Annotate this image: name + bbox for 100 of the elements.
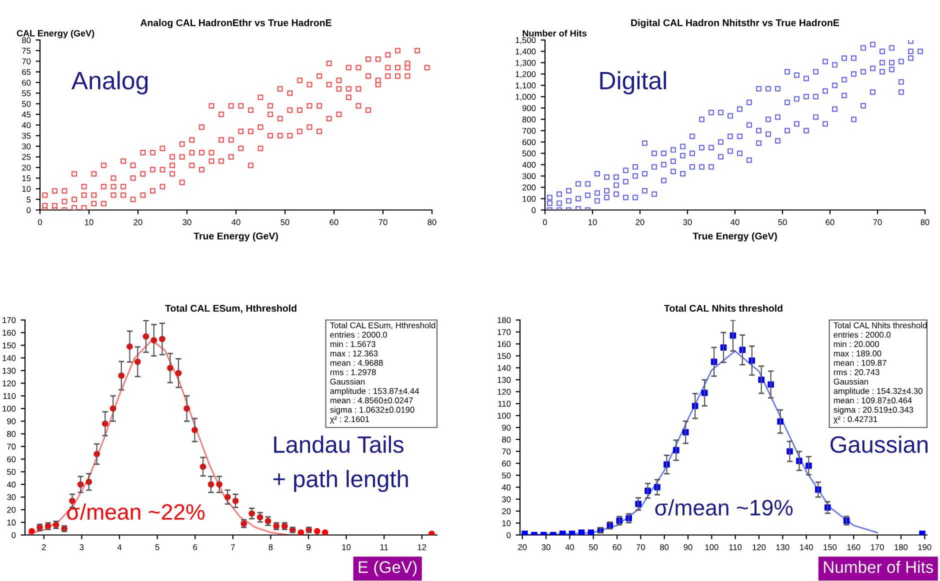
y-tick-label: 45 <box>22 112 31 118</box>
y-tick-label: 60 <box>22 80 31 86</box>
y-tick-label: 40 <box>22 122 31 128</box>
chart-title: Digital CAL Hadron Nhitsthr vs True HadronE <box>631 19 840 28</box>
y-tick-label: 140 <box>2 355 16 362</box>
y-tick-label: 60 <box>502 460 511 466</box>
annotation: σ/mean ~22% <box>67 504 205 520</box>
y-tick-label: 130 <box>498 376 511 383</box>
x-tick-label: 30 <box>542 544 550 550</box>
x-tick-label: 50 <box>280 219 290 226</box>
y-tick-label: 1,100 <box>516 82 536 90</box>
annotation: amplitude : 153.87±4.44 <box>330 388 419 396</box>
y-tick-label: 60 <box>7 456 16 462</box>
y-tick-label: 50 <box>502 472 511 478</box>
x-tick-label: 40 <box>565 544 574 550</box>
y-axis-title: CAL Energy (GeV) <box>16 30 94 38</box>
y-tick-label: 25 <box>22 154 31 160</box>
annotation: Gaussian <box>834 378 868 385</box>
x-tick-label: 20 <box>134 219 142 226</box>
y-tick-label: 90 <box>502 424 511 431</box>
y-tick-label: 120 <box>498 388 511 395</box>
x-tick-label: 60 <box>612 544 622 550</box>
annotation: entries : 2000.0 <box>834 332 891 338</box>
x-tick-label: 6 <box>193 544 198 550</box>
y-tick-label: 0 <box>506 532 511 538</box>
x-tick-label: 140 <box>800 544 813 550</box>
x-tick-label: 70 <box>378 219 388 226</box>
y-tick-label: 0 <box>12 532 16 538</box>
x-tick-label: 8 <box>268 544 273 550</box>
x-tick-label: 30 <box>182 219 192 226</box>
x-tick-label: 10 <box>342 544 351 550</box>
x-tick-label: 7 <box>231 544 235 550</box>
y-tick-label: 700 <box>522 128 536 134</box>
y-tick-label: 150 <box>498 353 511 359</box>
x-tick-label: 0 <box>38 219 42 226</box>
y-tick-label: 140 <box>498 364 511 371</box>
x-tick-label: 4 <box>117 544 122 550</box>
x-tick-label: 160 <box>847 544 860 550</box>
x-tick-label: 3 <box>80 544 84 550</box>
annotation: max : 189.00 <box>834 350 882 356</box>
x-axis-title: E (GeV) <box>358 560 417 576</box>
x-axis-title: True Energy (GeV) <box>194 232 278 242</box>
annotation: mean : 109.87±0.464 <box>834 397 912 404</box>
y-tick-label: 130 <box>2 368 16 374</box>
y-tick-label: 30 <box>22 143 31 150</box>
x-tick-label: 40 <box>730 219 740 226</box>
x-tick-label: 60 <box>330 219 338 226</box>
chart-title: Total CAL ESum, Hthreshold <box>165 304 296 314</box>
y-tick-label: 300 <box>522 173 536 180</box>
annotation: mean : 4.9688 <box>330 360 383 366</box>
y-tick-label: 50 <box>22 100 31 107</box>
y-tick-label: 30 <box>7 494 16 500</box>
y-tick-label: 20 <box>502 508 511 514</box>
annotation: rms : 1.2978 <box>330 369 376 376</box>
y-tick-label: 10 <box>502 520 511 526</box>
x-tick-label: 80 <box>920 219 930 226</box>
x-tick-label: 120 <box>752 544 766 550</box>
y-tick-label: 400 <box>522 162 536 168</box>
annotation: mean : 4.8560±0.0247 <box>330 397 413 404</box>
y-tick-label: 70 <box>502 448 511 454</box>
y-tick-label: 40 <box>502 484 511 490</box>
y-tick-label: 20 <box>22 164 31 171</box>
y-tick-label: 1,500 <box>516 37 536 44</box>
y-tick-label: 170 <box>498 329 511 336</box>
y-tick-label: 80 <box>502 436 511 443</box>
y-tick-label: 0 <box>26 207 31 214</box>
chart-title: Analog CAL HadronEthr vs True HadronE <box>140 19 332 28</box>
annotation: Total CAL ESum, Hthreshold <box>330 322 436 330</box>
x-tick-label: 50 <box>778 219 787 226</box>
y-tick-label: 30 <box>502 496 511 502</box>
y-tick-label: 65 <box>22 69 31 75</box>
x-tick-label: 170 <box>870 544 884 550</box>
x-tick-label: 5 <box>155 544 160 550</box>
y-tick-label: 1,200 <box>516 71 536 78</box>
x-tick-label: 180 <box>894 544 908 550</box>
y-tick-label: 120 <box>2 380 16 386</box>
annotation: sigma : 20.519±0.343 <box>834 406 914 414</box>
y-tick-label: 10 <box>7 520 16 526</box>
annotation: amplitude : 154.32±4.30 <box>834 388 922 396</box>
y-tick-label: 100 <box>522 196 536 202</box>
annotation: Landau Tails <box>274 436 404 453</box>
annotation: Total CAL Nhits threshold <box>834 322 927 328</box>
y-tick-label: 80 <box>22 37 31 44</box>
y-tick-label: 600 <box>522 139 536 146</box>
y-tick-label: 70 <box>7 444 16 450</box>
x-tick-label: 130 <box>776 544 790 550</box>
y-tick-label: 1,000 <box>516 94 536 101</box>
y-tick-label: 0 <box>532 207 536 214</box>
y-tick-label: 100 <box>498 412 511 419</box>
x-tick-label: 11 <box>380 544 388 550</box>
annotation: Digital <box>600 71 666 94</box>
y-tick-label: 80 <box>7 431 16 437</box>
annotation: max : 12.363 <box>330 350 378 356</box>
y-tick-label: 15 <box>22 175 31 182</box>
x-tick-label: 190 <box>918 544 932 550</box>
annotation: rms : 20.743 <box>834 369 880 376</box>
x-tick-label: 70 <box>636 544 645 550</box>
y-tick-label: 200 <box>522 184 536 190</box>
y-tick-label: 110 <box>3 393 16 399</box>
x-tick-label: 50 <box>589 544 598 550</box>
